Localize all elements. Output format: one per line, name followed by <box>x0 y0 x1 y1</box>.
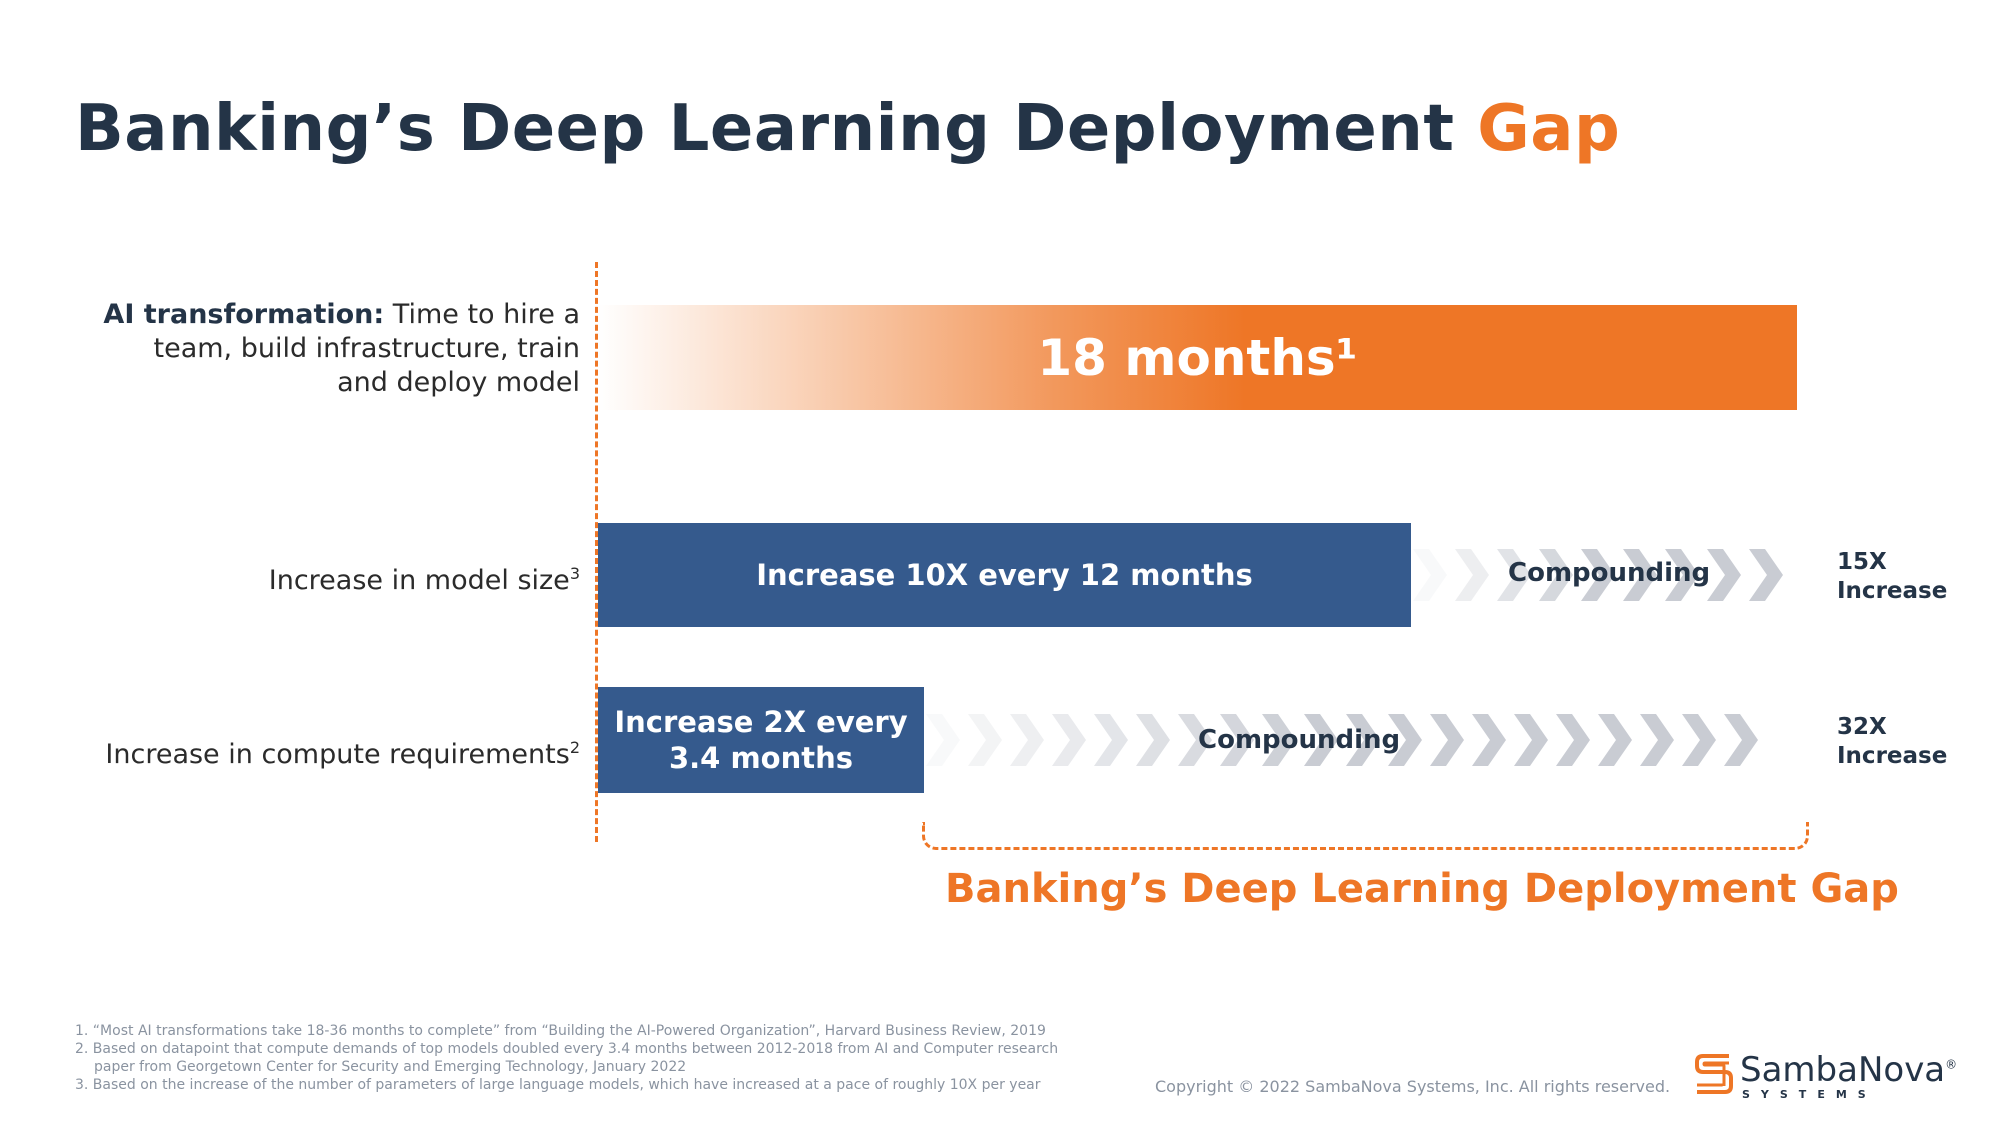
chevrons-compute-compounding <box>926 714 1758 766</box>
compute-chevron <box>1052 714 1086 766</box>
compute-chevron <box>1514 714 1548 766</box>
compute-chevron <box>968 714 1002 766</box>
compute-chevron <box>1430 714 1464 766</box>
row-label-model: Increase in model size3 <box>269 557 580 598</box>
compute-chevron <box>1556 714 1590 766</box>
bar-compute-label-line1: Increase 2X every <box>614 705 908 739</box>
bar-ai-transformation: 18 months¹ <box>598 305 1797 410</box>
gap-label: Banking’s Deep Learning Deployment Gap <box>945 866 1899 912</box>
model-chevron <box>1707 549 1741 601</box>
compute-chevron <box>1262 714 1296 766</box>
footnote-3: 3. Based on the increase of the number o… <box>75 1077 1041 1093</box>
result-label-model: 15X Increase <box>1837 548 1947 606</box>
result-compute-value: 32X <box>1837 714 1887 740</box>
model-chevron <box>1749 549 1783 601</box>
footnote-2-cont: paper from Georgetown Center for Securit… <box>94 1059 687 1075</box>
model-chevron <box>1413 549 1447 601</box>
model-chevron <box>1497 549 1531 601</box>
compute-chevron <box>1178 714 1212 766</box>
gap-bracket <box>922 822 1809 850</box>
compute-chevron <box>1724 714 1758 766</box>
copyright: Copyright © 2022 SambaNova Systems, Inc.… <box>1155 1077 1671 1096</box>
chevrons-model-compounding <box>1413 549 1783 601</box>
row-label-ai-line2: team, build infrastructure, train <box>153 333 581 364</box>
compute-chevron <box>1094 714 1128 766</box>
bar-ai-label: 18 months¹ <box>1037 328 1358 387</box>
compute-chevron <box>1472 714 1506 766</box>
logo-name: SambaNova <box>1740 1050 1946 1090</box>
row-label-compute: Increase in compute requirements2 <box>105 731 580 772</box>
compute-chevron <box>1346 714 1380 766</box>
title-main: Banking’s Deep Learning Deployment <box>75 92 1455 166</box>
row-label-compute-text: Increase in compute requirements <box>105 739 570 770</box>
page-title: Banking’s Deep Learning Deployment Gap <box>75 92 1620 166</box>
compute-chevron <box>1010 714 1044 766</box>
compounding-label-compute: Compounding <box>1198 725 1401 755</box>
title-accent: Gap <box>1477 92 1621 166</box>
compute-chevron <box>1304 714 1338 766</box>
result-compute-text: Increase <box>1837 743 1948 769</box>
footnotes: 1. “Most AI transformations take 18-36 m… <box>75 1022 1058 1094</box>
bar-compute: Increase 2X every 3.4 months <box>598 687 924 793</box>
model-chevron <box>1455 549 1489 601</box>
result-label-compute: 32X Increase <box>1837 713 1947 771</box>
compute-chevron <box>1220 714 1254 766</box>
compute-chevron <box>926 714 960 766</box>
compute-chevron <box>1640 714 1674 766</box>
model-chevron <box>1539 549 1573 601</box>
row-label-compute-footnote: 2 <box>569 738 580 757</box>
baseline-dashed-line <box>595 262 598 842</box>
logo-subtitle: SYSTEMS <box>1742 1088 1877 1101</box>
bar-model-size: Increase 10X every 12 months <box>598 523 1411 627</box>
bar-model-label: Increase 10X every 12 months <box>756 558 1253 592</box>
footnote-2: 2. Based on datapoint that compute deman… <box>75 1041 1059 1057</box>
logo-wordmark: SambaNova® <box>1740 1050 1957 1090</box>
compounding-label-model: Compounding <box>1508 558 1711 588</box>
row-label-model-footnote: 3 <box>569 564 580 583</box>
compute-chevron <box>1136 714 1170 766</box>
result-model-text: Increase <box>1837 578 1948 604</box>
result-model-value: 15X <box>1837 549 1887 575</box>
compute-chevron <box>1682 714 1716 766</box>
row-label-ai-bold: AI transformation: <box>103 299 385 330</box>
bar-compute-label-line2: 3.4 months <box>668 741 854 775</box>
footnote-1: 1. “Most AI transformations take 18-36 m… <box>75 1023 1046 1039</box>
compute-chevron <box>1388 714 1422 766</box>
logo-reg: ® <box>1945 1057 1958 1072</box>
row-label-ai-line1: Time to hire a <box>384 299 580 330</box>
row-label-ai-line3: and deploy model <box>337 367 580 398</box>
row-label-model-text: Increase in model size <box>268 565 570 596</box>
compute-chevron <box>1598 714 1632 766</box>
model-chevron <box>1665 549 1699 601</box>
row-label-ai: AI transformation: Time to hire a team, … <box>103 298 580 400</box>
model-chevron <box>1581 549 1615 601</box>
model-chevron <box>1623 549 1657 601</box>
sambanova-logo-icon <box>1695 1054 1733 1094</box>
